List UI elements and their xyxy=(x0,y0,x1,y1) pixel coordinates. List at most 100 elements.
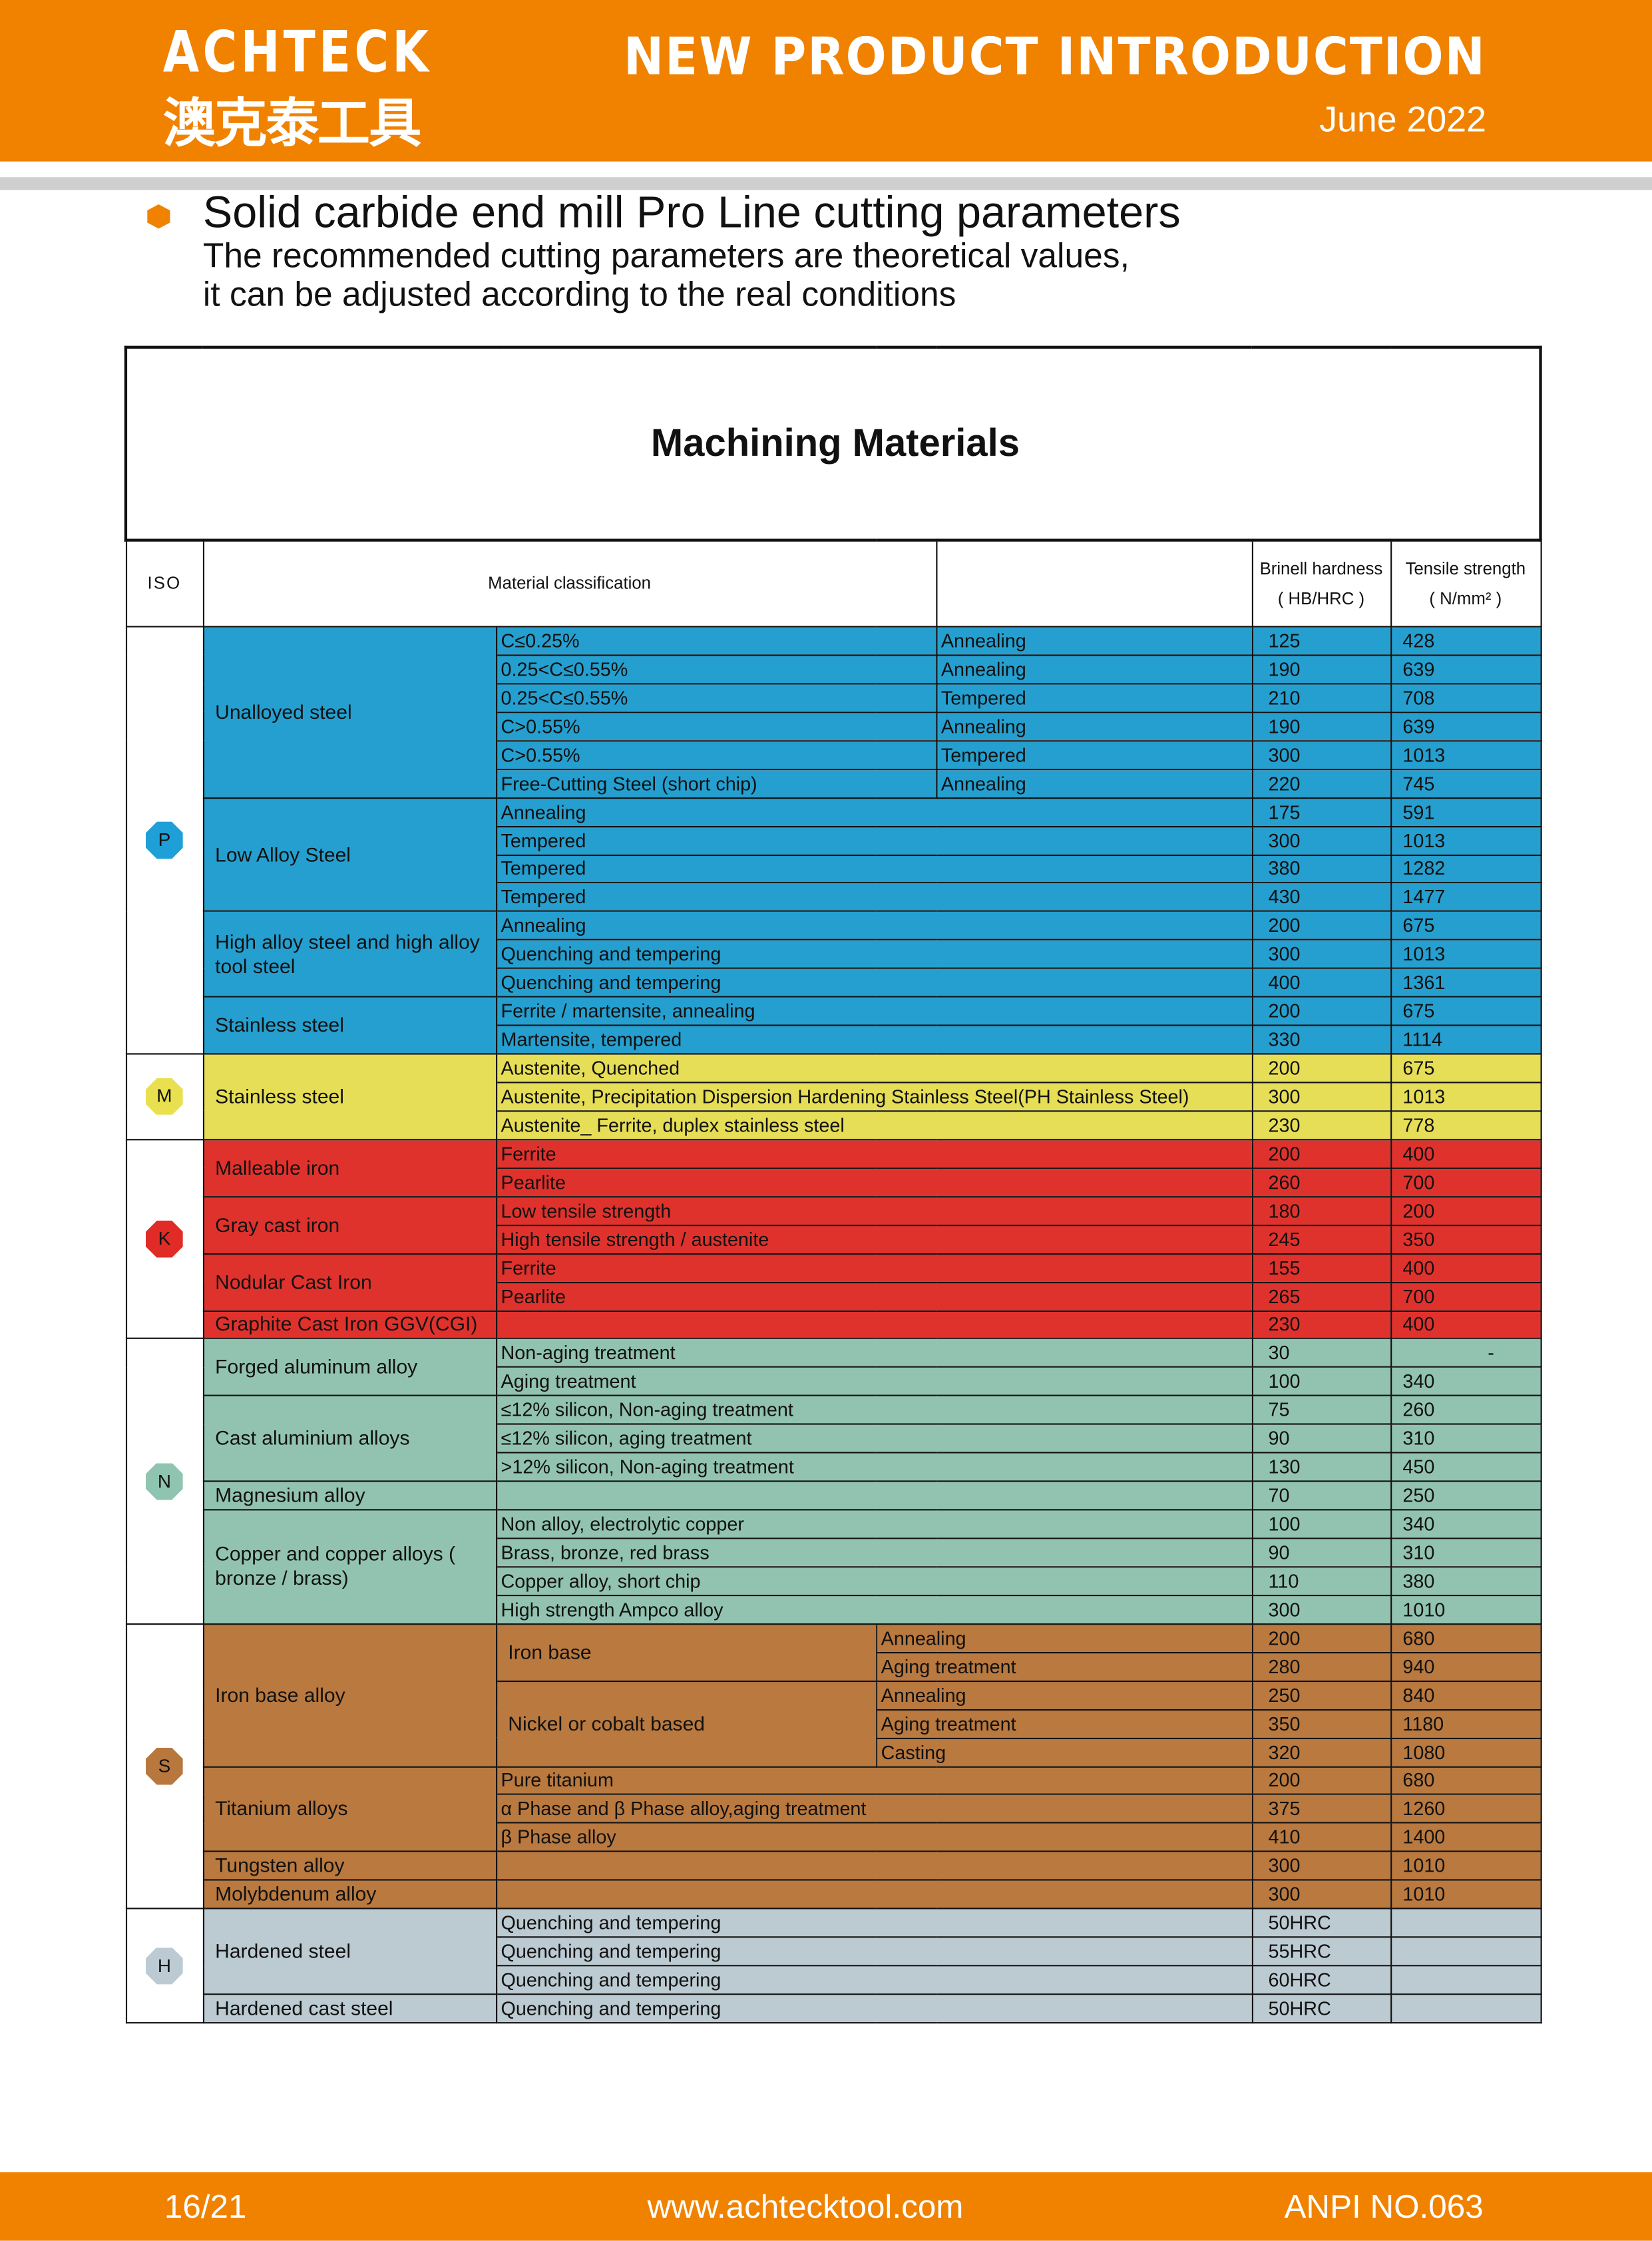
tensile-strength: 675 xyxy=(1390,996,1542,1026)
table-row: Quenching and tempering 55HRC xyxy=(126,1936,1542,1967)
iso-badge-s-icon: S xyxy=(146,1747,183,1785)
divider-bar xyxy=(0,177,1652,190)
brinell-hardness: 90 xyxy=(1251,1537,1392,1568)
table-row: Tempered 300 1013 xyxy=(126,825,1542,856)
material-group: Tungsten alloy xyxy=(202,1851,497,1882)
treatment: Austenite, Quenched xyxy=(495,1053,1253,1084)
treatment: Casting xyxy=(875,1736,1253,1767)
brinell-hardness: 200 xyxy=(1251,1623,1392,1653)
material-group: Stainless steel xyxy=(202,1053,497,1141)
brinell-hardness: 180 xyxy=(1251,1195,1392,1226)
material-group: Molybdenum alloy xyxy=(202,1879,497,1910)
material-group: Gray cast iron xyxy=(202,1195,497,1255)
tensile-strength: 400 xyxy=(1390,1253,1542,1283)
treatment: Quenching and tempering xyxy=(495,939,1253,970)
brinell-hardness: 350 xyxy=(1251,1709,1392,1739)
treatment: Tempered xyxy=(935,739,1253,770)
carbon-condition: C≤0.25% xyxy=(495,626,937,656)
material-group: Stainless steel xyxy=(202,996,497,1055)
brinell-hardness: 375 xyxy=(1251,1794,1392,1824)
treatment: Ferrite / martensite, annealing xyxy=(495,996,1253,1026)
table-row: α Phase and β Phase alloy,aging treatmen… xyxy=(126,1794,1542,1824)
tensile-strength: 428 xyxy=(1390,626,1542,656)
tensile-strength: 1180 xyxy=(1390,1709,1542,1739)
tensile-strength: 680 xyxy=(1390,1623,1542,1653)
material-group: Hardened steel xyxy=(202,1908,497,1995)
treatment: Austenite_ Ferrite, duplex stainless ste… xyxy=(495,1110,1253,1141)
brinell-hardness: 210 xyxy=(1251,683,1392,713)
treatment: Ferrite xyxy=(495,1253,1253,1283)
tensile-strength: 1400 xyxy=(1390,1822,1542,1853)
tensile-strength: 1010 xyxy=(1390,1851,1542,1882)
brinell-hardness: 100 xyxy=(1251,1509,1392,1539)
material-group: Unalloyed steel xyxy=(202,626,497,799)
treatment: Quenching and tempering xyxy=(495,1993,1253,2024)
table-row: Austenite_ Ferrite, duplex stainless ste… xyxy=(126,1110,1542,1141)
material-group: Copper and copper alloys ( bronze / bras… xyxy=(202,1509,497,1625)
treatment xyxy=(495,1851,1253,1882)
tensile-strength: 940 xyxy=(1390,1651,1542,1682)
tensile-strength: 450 xyxy=(1390,1452,1542,1482)
material-group: Titanium alloys xyxy=(202,1765,497,1853)
tensile-strength: 700 xyxy=(1390,1167,1542,1197)
brinell-hardness: 230 xyxy=(1251,1110,1392,1141)
treatment xyxy=(495,1879,1253,1910)
tensile-strength: 840 xyxy=(1390,1680,1542,1711)
treatment: Non-aging treatment xyxy=(495,1338,1253,1368)
treatment: Quenching and tempering xyxy=(495,1908,1253,1938)
brinell-hardness: 55HRC xyxy=(1251,1936,1392,1967)
header-brinell: Brinell hardness ( HB/HRC ) xyxy=(1251,539,1392,628)
table-title: Machining Materials xyxy=(124,345,1542,542)
tensile-strength: 1114 xyxy=(1390,1024,1542,1055)
header-date: June 2022 xyxy=(1319,100,1486,140)
brinell-hardness: 200 xyxy=(1251,1765,1392,1796)
tensile-strength: 708 xyxy=(1390,683,1542,713)
table-row: Quenching and tempering 300 1013 xyxy=(126,939,1542,970)
material-group: Forged aluminum alloy xyxy=(202,1338,497,1397)
brinell-hardness: 300 xyxy=(1251,1082,1392,1112)
carbon-condition: Free-Cutting Steel (short chip) xyxy=(495,768,937,799)
tensile-strength: 1010 xyxy=(1390,1879,1542,1910)
tensile-strength: 680 xyxy=(1390,1765,1542,1796)
brinell-hardness: 175 xyxy=(1251,797,1392,827)
iso-cell: N xyxy=(124,1338,204,1625)
carbon-condition: C>0.55% xyxy=(495,739,937,770)
table-row: Cast aluminium alloys ≤12% silicon, Non-a… xyxy=(126,1395,1542,1482)
treatment: α Phase and β Phase alloy,aging treatmen… xyxy=(495,1794,1253,1824)
material-group: Magnesium alloy xyxy=(202,1480,497,1511)
table-row: >12% silicon, Non-aging treatment 130 450 xyxy=(126,1452,1542,1482)
treatment: Aging treatment xyxy=(875,1651,1253,1682)
header-blank xyxy=(935,539,1253,628)
tensile-strength: 591 xyxy=(1390,797,1542,827)
tensile-strength: 310 xyxy=(1390,1424,1542,1454)
treatment: Annealing xyxy=(935,711,1253,741)
tensile-strength: 1010 xyxy=(1390,1594,1542,1625)
brinell-hardness: 410 xyxy=(1251,1822,1392,1853)
tensile-strength: 400 xyxy=(1390,1309,1542,1340)
brinell-hardness: 230 xyxy=(1251,1309,1392,1340)
tensile-strength: 250 xyxy=(1390,1480,1542,1511)
table-row: Brass, bronze, red brass 90 310 xyxy=(126,1537,1542,1568)
iso-badge-k-icon: K xyxy=(146,1220,183,1258)
website-link[interactable]: www.achtecktool.com xyxy=(647,2188,964,2225)
brinell-hardness: 245 xyxy=(1251,1224,1392,1255)
table-row: High alloy steel and high alloy tool ste… xyxy=(126,911,1542,998)
iso-badge-n-icon: N xyxy=(146,1462,183,1500)
brinell-hardness: 250 xyxy=(1251,1680,1392,1711)
header-classification: Material classification xyxy=(202,539,937,628)
table-row: Stainless steel Ferrite / martensite, ann… xyxy=(126,996,1542,1055)
brinell-hardness: 200 xyxy=(1251,1138,1392,1169)
table-row: Hardened cast steel Quenching and temperi… xyxy=(126,1993,1542,2024)
table-row: 0.25<C≤0.55% Annealing 190 639 xyxy=(126,654,1542,685)
tensile-strength xyxy=(1390,1965,1542,1995)
section-heading: Solid carbide end mill Pro Line cutting … xyxy=(202,187,1181,238)
treatment: Brass, bronze, red brass xyxy=(495,1537,1253,1568)
table-row: Tempered 430 1477 xyxy=(126,882,1542,913)
treatment: ≤12% silicon, Non-aging treatment xyxy=(495,1395,1253,1426)
table-row: K Malleable iron Ferrite 200 400 xyxy=(124,1138,1542,1340)
treatment: High strength Ampco alloy xyxy=(495,1594,1253,1625)
header-tensile: Tensile strength ( N/mm² ) xyxy=(1390,539,1542,628)
header-brinell-label: Brinell hardness xyxy=(1259,558,1383,578)
table-row: C>0.55% Annealing 190 639 xyxy=(126,711,1542,741)
brinell-hardness: 400 xyxy=(1251,968,1392,998)
